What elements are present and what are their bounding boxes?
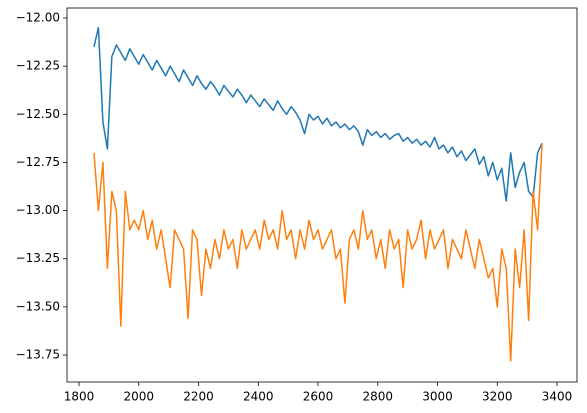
x-tick-label: 2000 (123, 390, 154, 404)
y-tick-label: −13.00 (16, 203, 60, 217)
y-tick-label: −13.25 (16, 251, 60, 265)
series-line (93, 26, 543, 202)
x-tick-label: 2200 (183, 390, 214, 404)
series-line (93, 143, 543, 362)
x-tick-label: 2600 (303, 390, 334, 404)
x-tick-label: 2400 (243, 390, 274, 404)
y-tick-label: −12.00 (16, 11, 60, 25)
x-tick-label: 3400 (542, 390, 573, 404)
plot-frame (66, 7, 578, 383)
y-tick-label: −12.50 (16, 107, 60, 121)
x-tick-label: 3000 (422, 390, 453, 404)
x-tick-label: 1800 (64, 390, 95, 404)
y-tick-label: −13.50 (16, 299, 60, 313)
x-tick-label: 3200 (482, 390, 513, 404)
y-tick-label: −13.75 (16, 348, 60, 362)
y-tick-label: −12.75 (16, 155, 60, 169)
y-tick-label: −12.25 (16, 59, 60, 73)
x-tick-label: 2800 (362, 390, 393, 404)
